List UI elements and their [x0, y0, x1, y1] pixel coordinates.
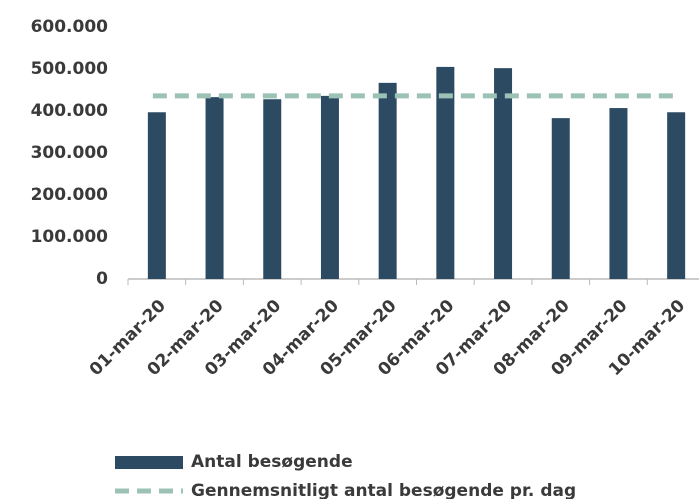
y-tick-label: 500.000	[31, 59, 109, 79]
y-tick-label: 0	[96, 269, 108, 289]
y-tick-label: 600.000	[31, 17, 109, 37]
bar	[609, 108, 628, 279]
bar	[436, 66, 455, 280]
y-tick-label: 400.000	[31, 101, 109, 121]
bar	[378, 82, 397, 279]
bar	[205, 97, 224, 279]
y-tick-label: 300.000	[31, 143, 109, 163]
y-tick-label: 100.000	[31, 227, 109, 247]
bar	[147, 112, 166, 279]
bar	[320, 95, 339, 279]
bar	[263, 99, 282, 280]
y-tick-label: 200.000	[31, 185, 109, 205]
legend-swatch	[115, 456, 183, 469]
bar	[494, 68, 513, 279]
bar	[551, 118, 570, 279]
legend-label: Antal besøgende	[191, 452, 353, 472]
bar	[667, 112, 686, 279]
legend-label: Gennemsnitligt antal besøgende pr. dag	[191, 481, 576, 499]
